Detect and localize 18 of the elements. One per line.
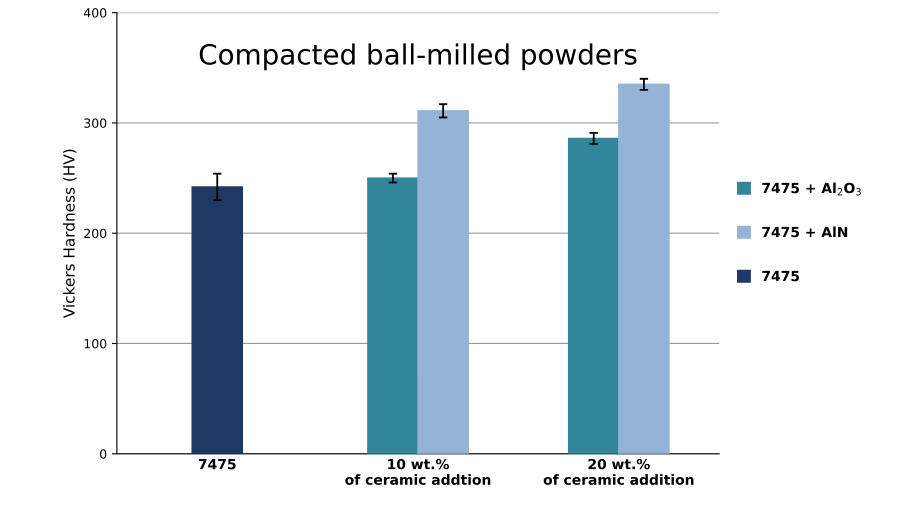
legend-label: 7475 + AlN [762, 226, 848, 238]
y-tick-label: 200 [84, 228, 106, 238]
text: Compacted ball-milled powders [200, 43, 637, 70]
x-tick-label: 7475 [198, 459, 236, 470]
bar [367, 177, 419, 454]
y-tick-label: 100 [84, 338, 106, 348]
x-tick-label: 10 wt.% of ceramic addtion [345, 458, 490, 485]
bar [417, 110, 469, 454]
bar [191, 186, 244, 454]
legend-label: 7475 [762, 270, 800, 282]
y-tick-label: 300 [84, 118, 106, 128]
y-tick-label: 400 [84, 8, 106, 18]
legend-label: 7475 + Al$_{2}$O$_{3}$ [762, 182, 861, 196]
x-tick-label: 20 wt.% of ceramic addition [544, 458, 694, 485]
y-axis-title: Vickers Hardness (HV) [62, 150, 77, 318]
bar [618, 84, 670, 454]
y-tick-label: 0 [100, 449, 106, 459]
bar [568, 138, 620, 454]
